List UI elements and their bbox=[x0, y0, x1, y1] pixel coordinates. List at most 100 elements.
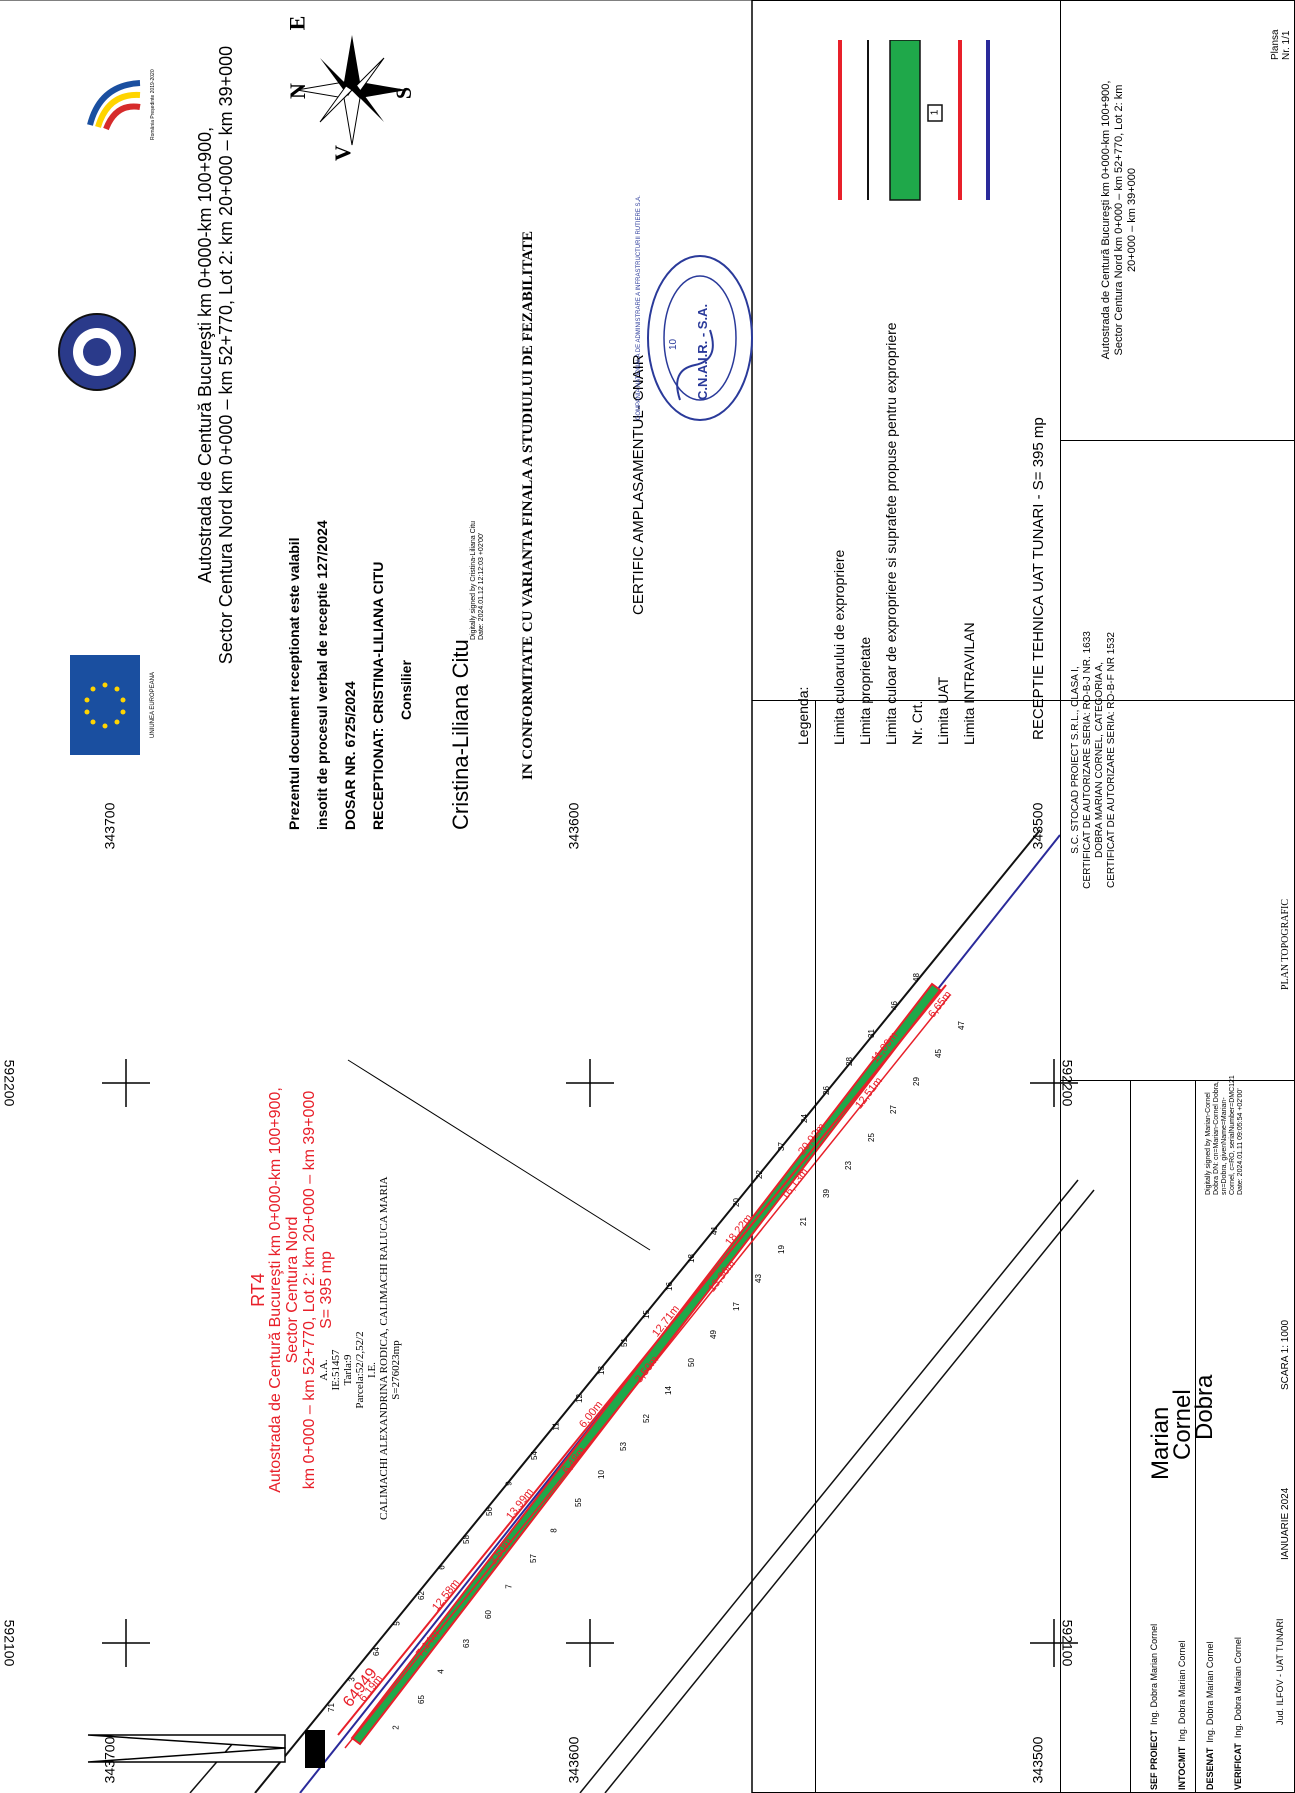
tb-person: DOBRA MARIAN CORNEL, CATEGORIA A, bbox=[1094, 662, 1105, 858]
tb-role-row-2: DESENAT Ing. Dobra Marian Cornel bbox=[1205, 1641, 1215, 1790]
point-number-label: 12 bbox=[574, 1394, 584, 1404]
title-block-mid bbox=[1060, 1080, 1295, 1081]
tb-company-block: S.C. STOCAD PROIECT S.R.L., CLASA I, CER… bbox=[1070, 450, 1118, 1070]
title-block-col2 bbox=[1195, 1080, 1196, 1793]
legend-box-number: 1 bbox=[929, 109, 941, 116]
tb-data: IANUARIE 2024 bbox=[1280, 1487, 1291, 1560]
presidency-caption: România Președinte 2019-2020 bbox=[150, 69, 156, 140]
header-title-line2: Sector Centura Nord km 0+000 – km 52+770… bbox=[216, 45, 236, 665]
legend-item-4: Limita UAT bbox=[935, 676, 951, 745]
header-title: Autostrada de Centură Bucureşti km 0+000… bbox=[195, 10, 237, 700]
point-number-label: 65 bbox=[416, 1694, 426, 1704]
header-title-line1: Autostrada de Centură Bucureşti km 0+000… bbox=[195, 126, 215, 584]
panel-divider bbox=[815, 700, 816, 1793]
tb-role-row-3: VERIFICAT Ing. Dobra Marian Cornel bbox=[1233, 1637, 1243, 1790]
point-number-label: 13 bbox=[596, 1366, 606, 1376]
point-number-label: 63 bbox=[461, 1638, 471, 1648]
point-number-label: 15 bbox=[641, 1310, 651, 1320]
stamp-ring: COMPANIA NATIONALA DE ADMINISTRARE A INF… bbox=[636, 195, 642, 420]
reception-line1: Prezentul document receptionat este vala… bbox=[286, 537, 302, 830]
compass-v: V bbox=[329, 145, 355, 161]
tb-signer-3: Dobra bbox=[1191, 1374, 1218, 1440]
legend-title: Legenda: bbox=[795, 686, 811, 745]
point-number-label: 54 bbox=[529, 1450, 539, 1460]
tb-project-line2: Sector Centura Nord km 0+000 – km 52+770… bbox=[1113, 84, 1125, 356]
title-block-top bbox=[1060, 440, 1295, 441]
point-number-label: 60 bbox=[484, 1610, 494, 1620]
point-number-label: 4 bbox=[436, 1668, 446, 1674]
parcel-tarla: Tarla:9 bbox=[342, 1354, 354, 1386]
tb-signer-big: Marian Cornel Dobra bbox=[1147, 1340, 1218, 1480]
point-number-label: 5 bbox=[392, 1621, 402, 1626]
legend-item-3: Nr. Crt. bbox=[909, 700, 925, 745]
parcel-s: S=276023mp bbox=[390, 1340, 402, 1400]
point-number-label: 41 bbox=[709, 1225, 719, 1235]
rt-line2: Sector Centura Nord bbox=[284, 1216, 301, 1364]
point-number-label: 16 bbox=[664, 1282, 674, 1291]
point-number-label: 50 bbox=[686, 1357, 696, 1367]
tb-role-row-1: INTOCMIT Ing. Dobra Marian Cornel bbox=[1177, 1640, 1187, 1790]
stamp-number: 10 bbox=[668, 338, 679, 350]
signature-name: Cristina-Liliana Citu bbox=[448, 639, 473, 830]
point-number-label: 18 bbox=[686, 1254, 696, 1263]
expropriation-corridor bbox=[337, 982, 951, 1749]
point-number-label: 17 bbox=[731, 1301, 741, 1311]
coord-bottom-0: 343700 bbox=[101, 1736, 118, 1784]
legend-block: Legenda: Limita culoarului de exproprier… bbox=[790, 125, 982, 745]
reception-tehnica: RECEPTIE TEHNICA UAT TUNARI - S= 395 mp bbox=[1030, 417, 1047, 740]
rt-label: RT4 bbox=[248, 1273, 268, 1307]
point-number-label: 11 bbox=[551, 1422, 561, 1432]
point-number-label: 6 bbox=[437, 1565, 447, 1570]
title-block-col1 bbox=[1130, 1080, 1131, 1793]
tb-plansa: Plansa Nr. 1/1 bbox=[1270, 5, 1292, 60]
seal-icon bbox=[58, 313, 136, 391]
leader-line bbox=[347, 1059, 651, 1251]
eu-flag-logo bbox=[70, 655, 140, 755]
stamp-center: C.N.A.I.R. - S.A. bbox=[695, 303, 710, 400]
reception-dosar: DOSAR NR. 6725/2024 bbox=[342, 681, 358, 830]
tb-project-line1: Autostrada de Centură Bucureşti km 0+000… bbox=[1100, 80, 1112, 360]
point-number-label: 3 bbox=[347, 1677, 357, 1682]
eu-flag-caption: UNIUNEA EUROPEANA bbox=[150, 672, 156, 739]
tb-cert2: CERTIFICAT DE AUTORIZARE SERIA: RO-B-F N… bbox=[1106, 632, 1117, 888]
point-number-label: 64 bbox=[371, 1647, 381, 1656]
coord-left-1: 592100 bbox=[1, 1619, 18, 1667]
presidency-logo-icon bbox=[87, 80, 141, 131]
point-number-label: 52 bbox=[641, 1413, 651, 1423]
parcel-parcela: Parcela:52/2,52/2 bbox=[354, 1331, 366, 1409]
point-number-label: 14 bbox=[664, 1385, 674, 1395]
reception-line2: insotit de procesul verbal de receptie 1… bbox=[314, 520, 330, 830]
point-number-label: 71 bbox=[326, 1703, 336, 1713]
legend-symbols bbox=[838, 40, 990, 201]
point-number-label: 49 bbox=[709, 1329, 719, 1339]
point-number-label: 55 bbox=[574, 1498, 584, 1508]
conformity-text: IN CONFORMITATE CU VARIANTA FINALA A STU… bbox=[520, 231, 536, 780]
compass-rose-icon bbox=[296, 35, 407, 146]
parcel-owner: CALIMACHI ALEXANDRINA RODICA, CALIMACHI … bbox=[378, 1176, 390, 1520]
legend-item-0: Limita culoarului de expropriere bbox=[831, 549, 847, 745]
tb-project-block: Autostrada de Centură Bucureşti km 0+000… bbox=[1100, 10, 1139, 430]
rt-line1: Autostrada de Centură Bucureşti km 0+000… bbox=[267, 1087, 284, 1493]
compass-s: S bbox=[391, 86, 417, 100]
signature-note2: Date: 2024.01.12 12:12:03 +02'00' bbox=[478, 532, 485, 640]
coord-top-0: 343700 bbox=[101, 802, 118, 850]
tb-plan: PLAN TOPOGRAFIC bbox=[1280, 898, 1291, 990]
tb-roles: SEF PROIECT Ing. Dobra Marian Cornel INT… bbox=[1140, 1210, 1252, 1790]
tb-project-line3: 20+000 – km 39+000 bbox=[1126, 168, 1138, 272]
parcel-info: A.A. IE:51457 Tarla:9 Parcela:52/2,52/2 … bbox=[318, 1176, 402, 1520]
signature-note1: Digitally signed by Cristina-Liliana Cit… bbox=[470, 520, 477, 640]
tb-plansa-value: Nr. 1/1 bbox=[1281, 30, 1292, 60]
title-block-left bbox=[1060, 440, 1061, 1793]
tb-cert1: CERTIFICAT DE AUTORIZARE SERIA: RO-B-J N… bbox=[1082, 631, 1093, 889]
point-number-label: 51 bbox=[619, 1338, 629, 1348]
eu-stars-icon bbox=[84, 682, 126, 729]
point-number-label: 56 bbox=[484, 1506, 494, 1516]
legend-item-2: Limita culoar de expropriere si suprafet… bbox=[883, 322, 899, 745]
point-number-label: 62 bbox=[416, 1590, 426, 1600]
point-number-label: 53 bbox=[619, 1442, 629, 1451]
coord-top-1: 343600 bbox=[565, 802, 582, 850]
coord-bottom-1: 343600 bbox=[565, 1736, 582, 1784]
coord-left-0: 592200 bbox=[1, 1059, 18, 1107]
